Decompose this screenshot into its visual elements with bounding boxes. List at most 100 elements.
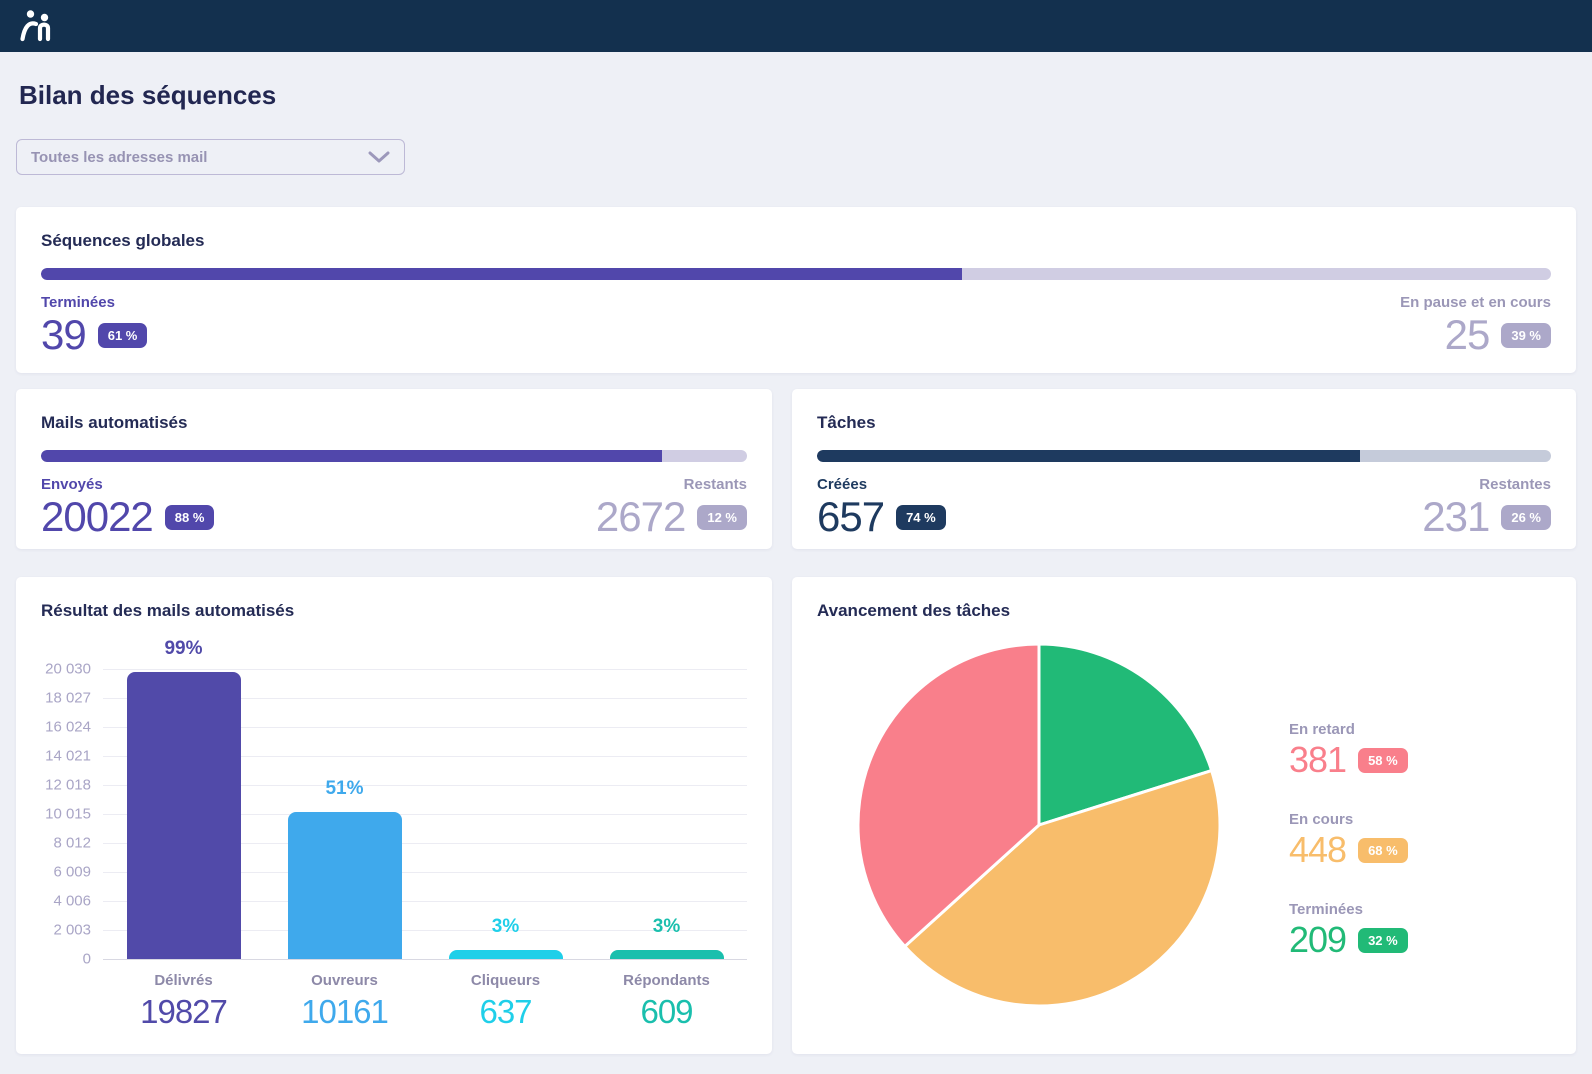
y-axis-tick-label: 16 024 [45, 718, 91, 736]
bar-category-label: Ouvreurs [311, 972, 378, 989]
card-title: Séquences globales [41, 231, 205, 250]
progress-fill [41, 450, 663, 462]
stat-value: 39 [41, 311, 87, 358]
card-mails-automatises: Mails automatisés Envoyés 20022 88 % Res… [16, 389, 772, 549]
y-axis-tick-label: 14 021 [45, 747, 91, 765]
bar-percent-label: 3% [652, 916, 681, 938]
bar-chart-plot: 20 030 18 027 16 024 14 021 12 018 10 015 8 01… [45, 638, 747, 968]
card-sequences-globales: Séquences globales Terminées 39 61 % En … [16, 207, 1576, 373]
bar-slot: 51% [264, 669, 425, 959]
bar-category-label: Cliqueurs [470, 972, 541, 989]
y-axis-tick-label: 8 012 [53, 834, 91, 852]
progress-track [41, 450, 747, 462]
gridline [103, 959, 747, 960]
gridline [103, 843, 747, 844]
bar-cliqueurs[interactable] [448, 949, 563, 959]
pie-chart [856, 642, 1222, 1008]
mail-filter-selected-value: Toutes les adresses mail [31, 148, 208, 166]
gridline [103, 901, 747, 902]
brand-logo-icon [20, 10, 51, 42]
stat-percent-badge: 61 % [97, 322, 148, 348]
gridline [103, 785, 747, 786]
stat-terminees: Terminées 39 61 % [41, 294, 148, 358]
chevron-down-icon [368, 151, 390, 163]
app-header [0, 0, 1592, 52]
y-axis-tick-label: 18 027 [45, 689, 91, 707]
stat-envoyes: Envoyés 20022 88 % [41, 476, 215, 538]
legend-item-en-retard: En retard 381 58 % [1289, 721, 1408, 778]
stat-label: Restants [683, 476, 747, 493]
gridline [103, 727, 747, 728]
stat-value: 25 [1444, 311, 1491, 358]
card-resultat-mails: Résultat des mails automatisés 20 030 18 … [16, 577, 772, 1054]
legend-item-en-cours: En cours 448 68 % [1289, 811, 1408, 868]
card-title: Mails automatisés [41, 413, 188, 432]
legend-item-terminées: Terminées 209 32 % [1289, 901, 1408, 958]
stat-en-pause-et-en-cours: En pause et en cours 25 39 % [1400, 294, 1551, 356]
progress-track [41, 268, 1551, 280]
bar-chart-categories: Délivrés Ouvreurs Cliqueurs Répondants [103, 972, 747, 989]
y-axis-tick-label: 10 015 [45, 805, 91, 823]
legend-value: 381 [1289, 739, 1347, 780]
stat-restantes: Restantes 231 26 % [1422, 476, 1551, 538]
y-axis-tick-label: 12 018 [45, 776, 91, 794]
stat-creees: Créées 657 74 % [817, 476, 946, 538]
stat-label: Envoyés [41, 476, 103, 493]
legend-value: 209 [1289, 919, 1347, 960]
card-title: Tâches [817, 413, 876, 432]
y-axis-tick-label: 2 003 [53, 921, 91, 939]
legend-percent-badge: 32 % [1358, 927, 1408, 953]
legend-label: Terminées [1289, 901, 1363, 918]
stat-label: Créées [817, 476, 868, 493]
mail-filter-select[interactable]: Toutes les adresses mail [16, 139, 405, 175]
y-axis-tick-label: 20 030 [45, 660, 91, 678]
bar-ouvreurs[interactable] [287, 811, 402, 959]
bar-category-label: Répondants [623, 972, 710, 989]
bar-slot: 3% [586, 669, 747, 959]
legend-percent-badge: 68 % [1358, 837, 1408, 863]
pie-slice-terminées[interactable] [1037, 642, 1214, 827]
stat-value: 231 [1422, 493, 1490, 540]
bar-chart-values: 19827 10161 637 609 [103, 989, 747, 1031]
stat-label: En pause et en cours [1400, 294, 1551, 311]
bar-percent-label: 3% [491, 915, 520, 937]
stat-percent-badge: 88 % [164, 504, 215, 530]
card-taches: Tâches Créées 657 74 % Restantes 231 26 … [792, 389, 1576, 549]
bar-percent-label: 99% [164, 637, 203, 659]
legend-value: 448 [1289, 829, 1347, 870]
pie-slice-en-retard[interactable] [856, 642, 1041, 948]
bar-value-label: 609 [640, 993, 693, 1030]
stat-percent-badge: 74 % [896, 504, 946, 530]
gridline [103, 698, 747, 699]
y-axis-tick-label: 6 009 [53, 863, 91, 881]
dashboard-main: Bilan des séquences Toutes les adresses … [0, 80, 1592, 1054]
y-axis-tick-label: 0 [82, 950, 91, 968]
gridline [103, 669, 747, 670]
bar-value-label: 19827 [140, 993, 228, 1030]
bar-slot: 3% [425, 669, 586, 959]
stat-value: 657 [817, 493, 885, 540]
stat-restants: Restants 2672 12 % [596, 476, 747, 538]
bar-slot: 99% [103, 638, 264, 959]
bar-value-label: 637 [479, 993, 532, 1030]
progress-fill [41, 268, 963, 280]
stat-label: Restantes [1479, 476, 1551, 493]
gridline [103, 872, 747, 873]
pie-legend: En retard 381 58 % En cours 448 68 % Terminées… [1289, 721, 1408, 991]
progress-track [817, 450, 1551, 462]
bar-délivrés[interactable] [126, 671, 241, 959]
gridline [103, 814, 747, 815]
legend-label: En retard [1289, 721, 1355, 738]
legend-percent-badge: 58 % [1358, 747, 1408, 773]
gridline [103, 930, 747, 931]
bar-répondants[interactable] [609, 950, 724, 959]
pie-slice-en-cours[interactable] [903, 769, 1222, 1008]
gridline [103, 756, 747, 757]
stat-percent-badge: 26 % [1501, 504, 1551, 530]
bar-chart-title: Résultat des mails automatisés [41, 601, 295, 620]
legend-label: En cours [1289, 811, 1354, 828]
card-avancement-taches: Avancement des tâches En retard 381 58 % En… [792, 577, 1576, 1054]
progress-fill [817, 450, 1361, 462]
bar-category-label: Délivrés [154, 972, 213, 989]
stat-value: 2672 [595, 493, 686, 540]
